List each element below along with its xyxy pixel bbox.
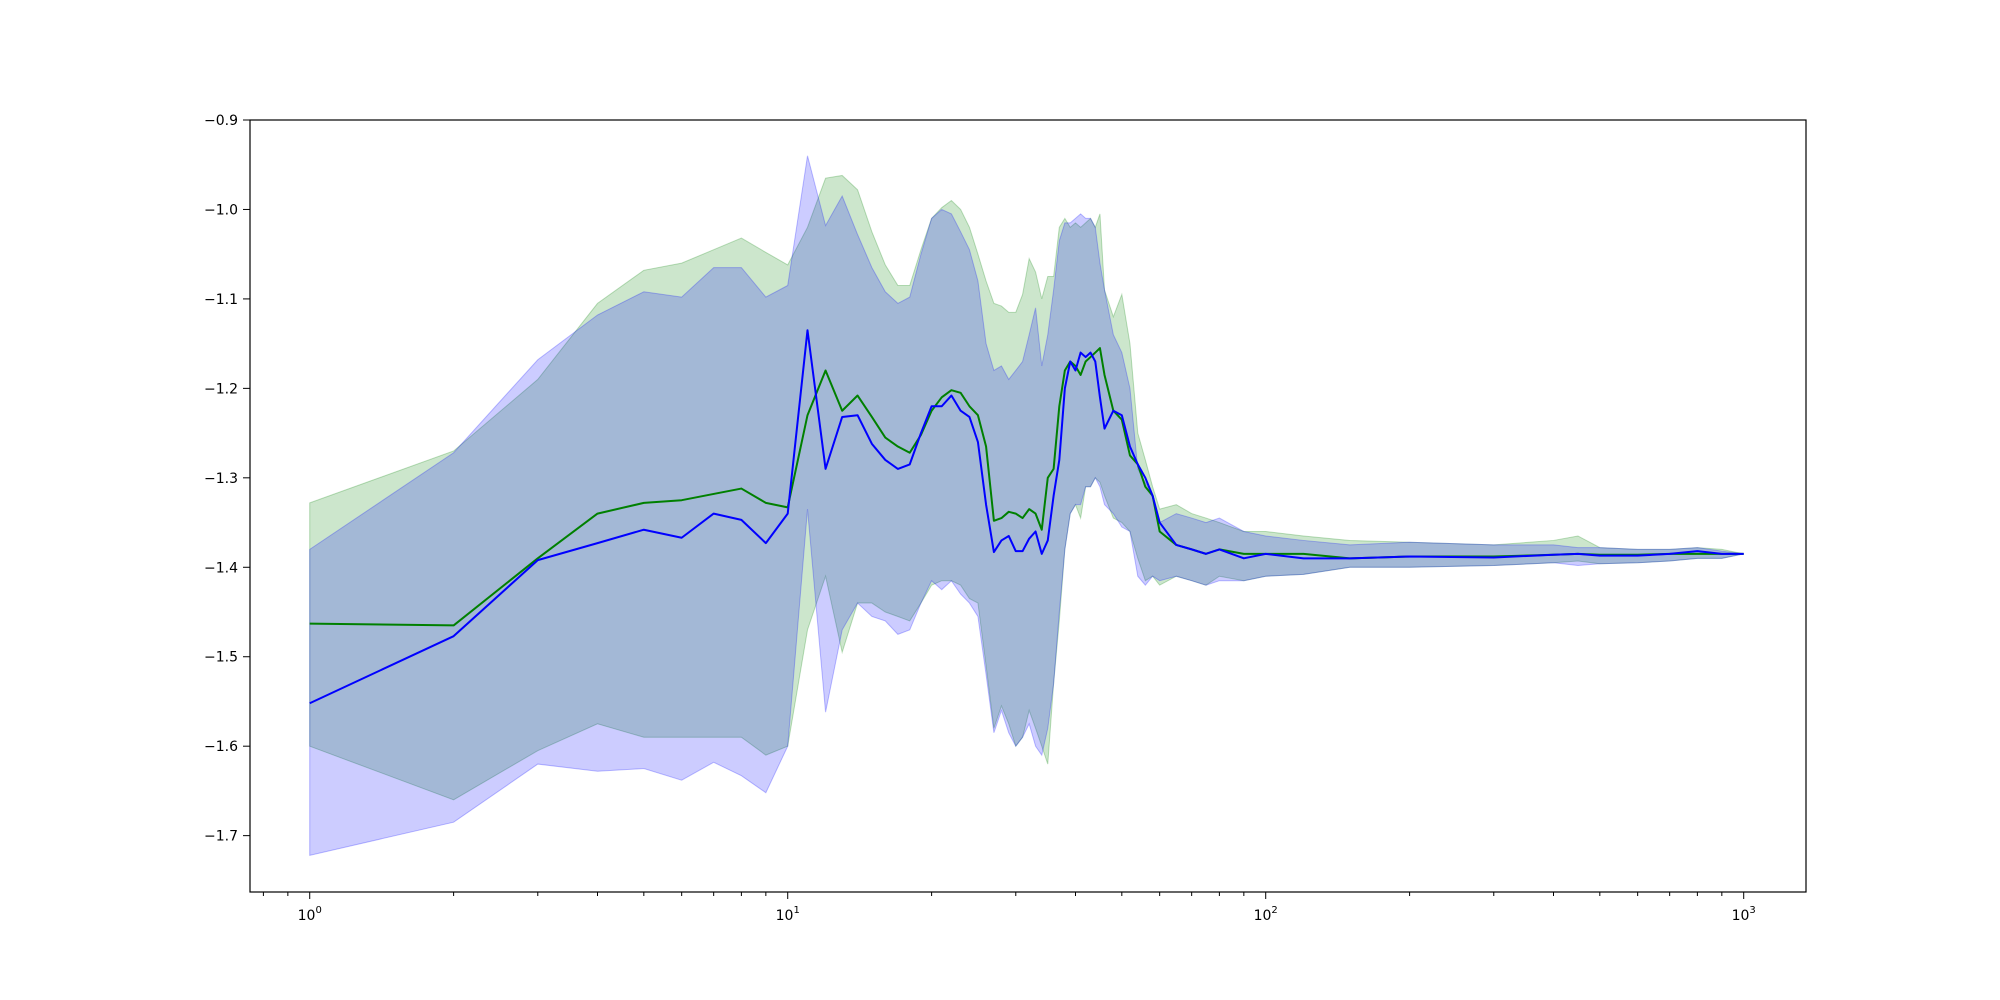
- y-axis: −0.9 −1.0 −1.1 −1.2 −1.3 −1.4 −1.5 −1.6 −1.7: [204, 113, 250, 845]
- y-tick-label: −1.4: [204, 560, 238, 576]
- confidence-band-2: [309, 155, 1744, 856]
- confidence-bands: [309, 155, 1744, 856]
- x-tick-label: 101: [776, 905, 800, 924]
- plot-area-frame: [249, 119, 1807, 893]
- y-tick-label: −1.0: [204, 202, 238, 218]
- y-tick-label: −1.2: [204, 381, 238, 397]
- y-tick-label: −0.9: [204, 113, 238, 129]
- x-axis: 100 101 102 103: [262, 892, 1756, 924]
- series-lines: [309, 329, 1744, 705]
- x-tick-label: 102: [1254, 905, 1278, 924]
- y-tick-label: −1.7: [204, 829, 238, 845]
- y-tick-label: −1.3: [204, 471, 238, 487]
- series-line-2: [309, 329, 1744, 705]
- confidence-band-1: [309, 174, 1744, 801]
- series-line-1: [309, 347, 1744, 627]
- y-tick-label: −1.5: [204, 650, 238, 666]
- x-tick-label: 100: [298, 905, 322, 924]
- x-tick-label: 103: [1732, 905, 1756, 924]
- y-tick-label: −1.1: [204, 292, 238, 308]
- y-tick-label: −1.6: [204, 739, 238, 755]
